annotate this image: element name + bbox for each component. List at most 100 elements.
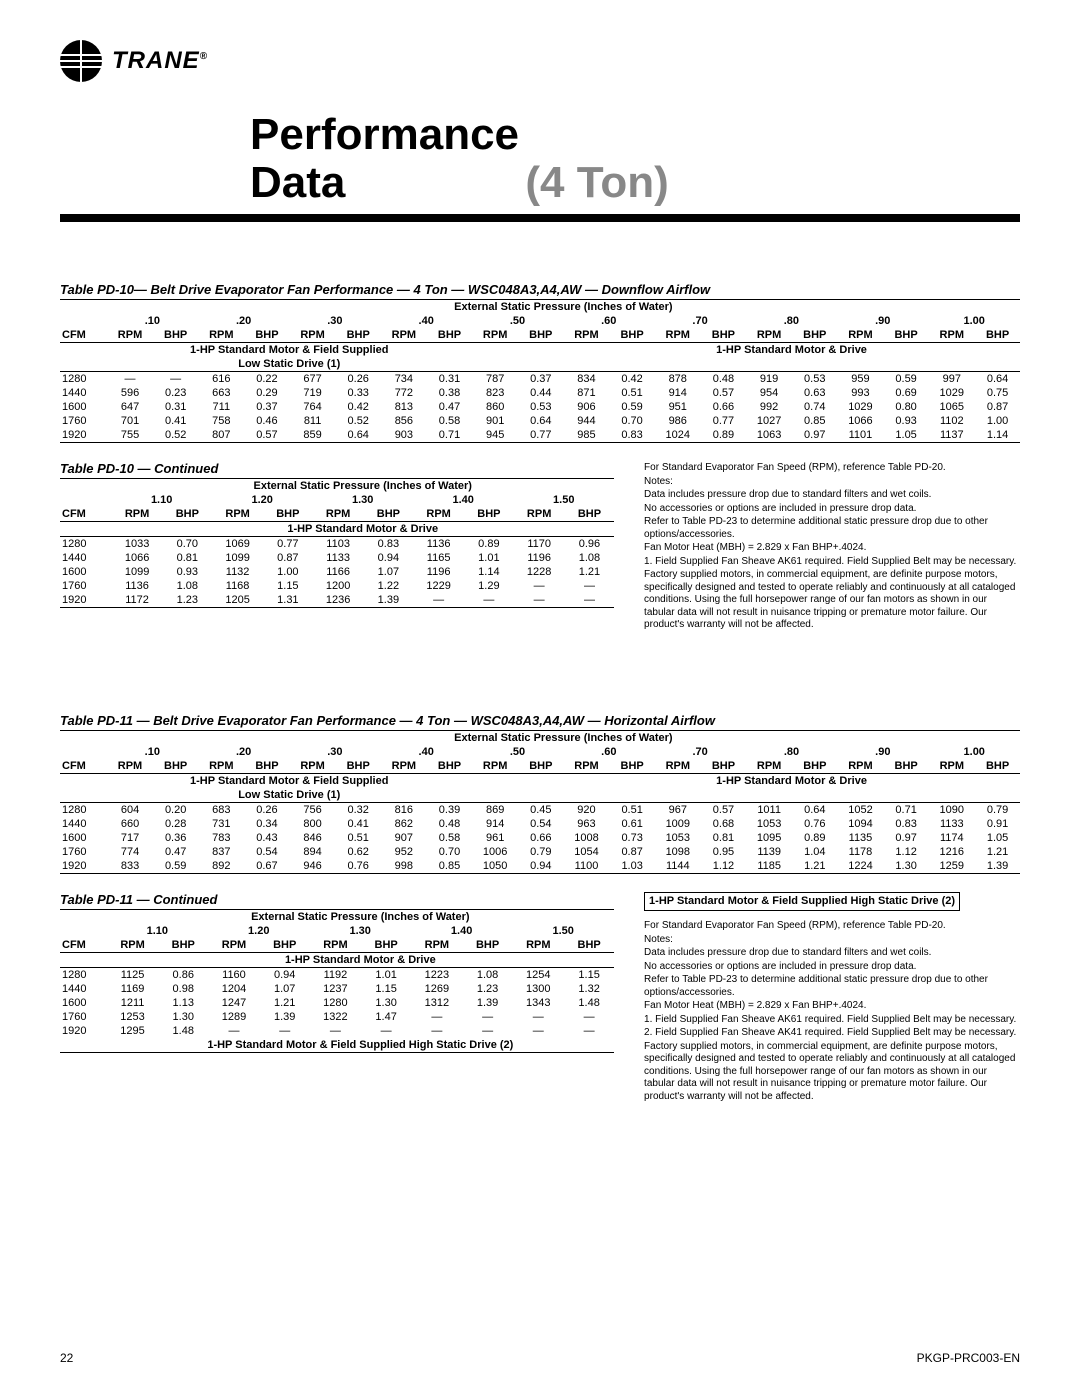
bhp-cell: 0.89 [464,537,513,552]
bhp-cell: 1.15 [263,579,312,593]
bhp-cell: 1.39 [364,593,413,608]
bhp-cell: 0.85 [427,859,472,874]
rpm-cell: 1259 [928,859,975,874]
psi-col: .40 [381,745,472,759]
rpm-cell: 701 [107,414,154,428]
rpm-cell: 1101 [837,428,884,443]
rpm-header: RPM [289,759,336,774]
bhp-cell: 1.14 [975,428,1020,443]
bhp-cell: 0.98 [158,982,208,996]
bhp-cell: 1.21 [975,845,1020,859]
bhp-cell: 0.31 [427,372,472,387]
cfm-cell: 1760 [60,845,107,859]
rpm-cell: 604 [107,802,154,817]
rpm-cell: 1099 [212,551,263,565]
psi-col: 1.50 [512,924,614,938]
bhp-cell: 1.01 [464,551,513,565]
bhp-cell: 0.47 [427,400,472,414]
rpm-cell: 1066 [837,414,884,428]
cfm-cell: 1760 [60,1010,107,1024]
rpm-cell: 834 [563,372,610,387]
callout-box: 1-HP Standard Motor & Field Supplied Hig… [644,892,960,912]
rpm-cell: 862 [381,817,428,831]
rpm-cell: 1289 [208,1010,260,1024]
rpm-header: RPM [654,759,701,774]
rpm-cell: — [512,1024,564,1038]
bhp-cell: 0.93 [884,414,929,428]
rpm-header: RPM [837,328,884,343]
psi-col: .30 [289,314,380,328]
rpm-cell: 1204 [208,982,260,996]
t1-left-sub: Low Static Drive (1) [107,357,472,372]
rpm-cell: 823 [472,386,519,400]
rpm-cell: 1033 [111,537,162,552]
bhp-header: BHP [464,507,513,522]
bhp-cell: 0.77 [263,537,312,552]
rpm-cell: 1135 [837,831,884,845]
bhp-cell: 0.93 [163,565,212,579]
bhp-cell: 0.57 [701,386,746,400]
bhp-cell: 1.39 [975,859,1020,874]
bhp-cell: 1.03 [610,859,655,874]
rpm-cell: 1006 [472,845,519,859]
rpm-cell: 954 [746,386,793,400]
bhp-cell: 0.59 [610,400,655,414]
bhp-cell: 0.73 [610,831,655,845]
bhp-header: BHP [260,938,310,953]
rpm-cell: 1224 [837,859,884,874]
bhp-cell: 0.23 [153,386,198,400]
rpm-header: RPM [208,938,260,953]
rpm-cell: 993 [837,386,884,400]
bhp-header: BHP [245,759,290,774]
psi-col: 1.20 [208,924,309,938]
bhp-cell: 0.86 [158,967,208,982]
bhp-cell: 0.20 [153,802,198,817]
rpm-header: RPM [928,328,975,343]
cfm-cell: 1280 [60,967,107,982]
rpm-cell: 998 [381,859,428,874]
bhp-cell: 0.68 [701,817,746,831]
rpm-cell: 717 [107,831,154,845]
rpm-cell: — [413,593,464,608]
rpm-cell: 1102 [928,414,975,428]
rpm-cell: 1216 [928,845,975,859]
cfm-cell: 1600 [60,400,107,414]
bhp-cell: 0.79 [519,845,564,859]
bhp-cell: 0.33 [336,386,381,400]
rpm-cell: 878 [654,372,701,387]
rpm-cell: 1053 [654,831,701,845]
rpm-cell: 1237 [309,982,361,996]
rpm-cell: 903 [381,428,428,443]
rpm-cell: 755 [107,428,154,443]
title-line1: Performance [250,112,1020,158]
rpm-header: RPM [837,759,884,774]
rpm-cell: 1196 [513,551,564,565]
table1: External Static Pressure (Inches of Wate… [60,299,1020,443]
cfm-cell: 1760 [60,414,107,428]
bhp-header: BHP [364,507,413,522]
bhp-cell: 0.52 [336,414,381,428]
bhp-cell: 0.36 [153,831,198,845]
bhp-header: BHP [463,938,513,953]
bhp-cell: 1.05 [975,831,1020,845]
bhp-cell: 0.67 [245,859,290,874]
bhp-cell: 1.08 [565,551,614,565]
bhp-header: BHP [975,759,1020,774]
bhp-cell: 0.62 [336,845,381,859]
bhp-cell: 1.00 [263,565,312,579]
bhp-cell: 1.08 [463,967,513,982]
rpm-cell: 1054 [563,845,610,859]
rpm-cell: 1144 [654,859,701,874]
rpm-cell: 1090 [928,802,975,817]
bhp-cell: 0.53 [792,372,837,387]
bhp-cell: 0.83 [610,428,655,443]
rpm-cell: 837 [198,845,245,859]
bhp-cell: 1.21 [565,565,614,579]
t2-left-hdr: 1-HP Standard Motor & Field Supplied [107,773,472,788]
bhp-cell: 0.57 [701,802,746,817]
rpm-cell: 811 [289,414,336,428]
bhp-header: BHP [427,328,472,343]
rpm-cell: 596 [107,386,154,400]
bhp-cell: 1.47 [361,1010,411,1024]
bhp-cell: 0.32 [336,802,381,817]
